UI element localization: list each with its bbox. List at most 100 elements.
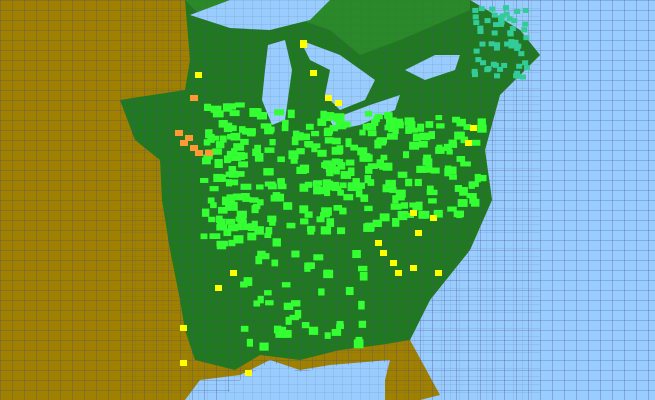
light-green-county bbox=[367, 163, 378, 169]
teal-county bbox=[514, 8, 521, 14]
light-green-county bbox=[337, 162, 346, 170]
teal-county bbox=[479, 41, 486, 47]
light-green-county bbox=[225, 179, 233, 187]
light-green-county bbox=[209, 186, 219, 192]
light-green-county bbox=[336, 145, 344, 154]
teal-county bbox=[523, 65, 530, 71]
teal-county bbox=[484, 67, 491, 73]
teal-county bbox=[473, 48, 480, 54]
light-green-county bbox=[291, 136, 299, 146]
light-green-county bbox=[210, 202, 217, 209]
light-green-county bbox=[345, 286, 354, 296]
light-green-county bbox=[311, 145, 318, 153]
light-green-county bbox=[331, 137, 341, 145]
teal-county bbox=[493, 45, 500, 51]
light-green-county bbox=[223, 155, 231, 164]
light-green-county bbox=[460, 136, 469, 144]
teal-county bbox=[478, 6, 485, 12]
light-green-county bbox=[331, 328, 342, 336]
light-green-county bbox=[428, 131, 435, 140]
light-green-county bbox=[225, 200, 236, 208]
light-green-county bbox=[324, 137, 334, 144]
light-green-county bbox=[324, 332, 331, 339]
light-green-county bbox=[416, 165, 427, 173]
light-green-county bbox=[200, 233, 208, 240]
light-green-county bbox=[265, 227, 273, 235]
light-green-county bbox=[365, 165, 373, 174]
light-green-county bbox=[307, 225, 316, 232]
light-green-county bbox=[213, 173, 224, 183]
light-green-county bbox=[362, 123, 372, 130]
orange-county bbox=[205, 150, 213, 156]
yellow-county bbox=[310, 70, 317, 76]
teal-county bbox=[523, 35, 530, 41]
light-green-county bbox=[305, 123, 314, 130]
light-green-county bbox=[336, 323, 344, 329]
light-green-county bbox=[376, 159, 385, 169]
light-green-county bbox=[212, 110, 224, 118]
light-green-county bbox=[228, 239, 236, 247]
teal-county bbox=[521, 27, 528, 33]
light-green-county bbox=[219, 135, 227, 143]
light-green-county bbox=[454, 131, 465, 140]
light-green-county bbox=[389, 186, 397, 193]
light-green-county bbox=[207, 197, 215, 204]
light-green-county bbox=[364, 110, 373, 117]
light-green-county bbox=[423, 166, 433, 173]
light-green-county bbox=[228, 166, 237, 175]
yellow-county bbox=[245, 370, 252, 376]
light-green-county bbox=[267, 126, 275, 133]
orange-county bbox=[190, 145, 198, 151]
teal-county bbox=[490, 61, 497, 67]
light-green-county bbox=[289, 314, 299, 321]
teal-county bbox=[507, 31, 514, 37]
light-green-county bbox=[285, 316, 292, 325]
light-green-county bbox=[282, 329, 292, 338]
light-green-county bbox=[417, 123, 425, 132]
light-green-county bbox=[301, 322, 310, 329]
light-green-county bbox=[208, 135, 220, 141]
yellow-county bbox=[390, 260, 397, 266]
teal-county bbox=[501, 62, 508, 68]
teal-county bbox=[494, 73, 501, 79]
light-green-county bbox=[419, 132, 431, 141]
light-green-county bbox=[364, 205, 373, 212]
light-green-county bbox=[210, 105, 222, 113]
light-green-county bbox=[385, 180, 395, 187]
light-green-county bbox=[359, 271, 368, 281]
light-green-county bbox=[367, 130, 377, 137]
light-green-county bbox=[435, 115, 443, 121]
teal-county bbox=[498, 21, 505, 27]
light-green-county bbox=[418, 140, 428, 148]
light-green-county bbox=[353, 182, 363, 191]
teal-county bbox=[484, 18, 491, 24]
light-green-county bbox=[240, 138, 249, 145]
teal-county bbox=[477, 25, 484, 31]
light-green-county bbox=[400, 202, 409, 209]
light-green-county bbox=[234, 223, 243, 231]
light-green-county bbox=[466, 193, 477, 199]
light-green-county bbox=[277, 178, 285, 184]
light-green-county bbox=[218, 206, 228, 214]
light-green-county bbox=[426, 189, 438, 196]
light-green-county bbox=[269, 138, 276, 146]
light-green-county bbox=[332, 181, 340, 188]
light-green-county bbox=[269, 220, 276, 226]
light-green-county bbox=[379, 213, 390, 222]
light-green-county bbox=[365, 222, 375, 231]
light-green-county bbox=[347, 167, 355, 177]
light-green-county bbox=[265, 300, 274, 306]
yellow-county bbox=[465, 140, 472, 146]
teal-county bbox=[515, 73, 522, 79]
teal-county bbox=[508, 43, 515, 49]
light-green-county bbox=[404, 117, 415, 126]
light-green-county bbox=[231, 155, 241, 161]
light-green-county bbox=[212, 148, 222, 155]
teal-county bbox=[491, 12, 498, 18]
light-green-county bbox=[325, 180, 334, 188]
yellow-county bbox=[470, 125, 477, 131]
light-green-county bbox=[403, 212, 414, 218]
light-green-county bbox=[457, 199, 468, 207]
light-green-county bbox=[200, 177, 209, 183]
light-green-county bbox=[397, 171, 408, 178]
